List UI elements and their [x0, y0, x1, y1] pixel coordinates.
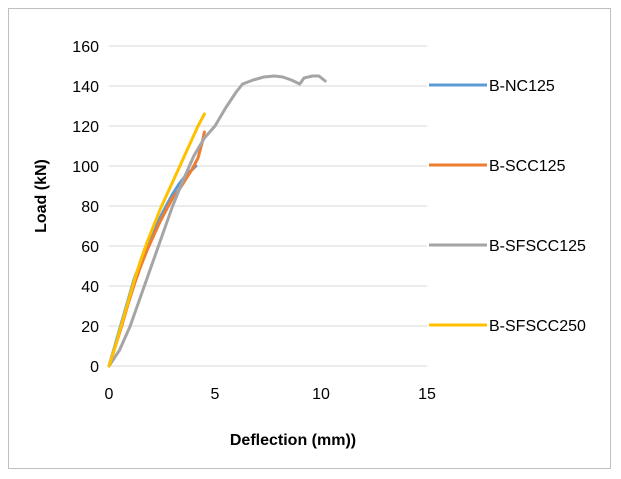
gridlines — [109, 45, 427, 367]
y-axis-title: Load (kN) — [33, 159, 50, 233]
y-tick-label: 0 — [90, 359, 99, 376]
y-tick-label: 160 — [72, 39, 99, 56]
legend-label: B-SCC125 — [489, 158, 566, 175]
legend-label: B-NC125 — [489, 78, 555, 95]
y-tick-label: 100 — [72, 159, 99, 176]
y-tick-label: 80 — [81, 199, 99, 216]
chart-frame: 0 20 40 60 80 100 120 140 160 0 5 10 15 B-NC125 B-SCC… — [8, 8, 611, 469]
y-tick-label: 20 — [81, 319, 99, 336]
x-axis-title: Deflection (mm)) — [230, 432, 356, 449]
y-tick-label: 60 — [81, 239, 99, 256]
chart-canvas: 0 20 40 60 80 100 120 140 160 0 5 10 15 B-NC125 B-SCC… — [33, 39, 586, 449]
series-line-B-SFSCC250 — [107, 112, 206, 368]
x-tick-label: 0 — [105, 386, 114, 403]
x-tick-label: 15 — [418, 386, 436, 403]
y-tick-label: 140 — [72, 79, 99, 96]
x-tick-label: 5 — [211, 386, 220, 403]
legend: B-NC125 B-SCC125 B-SFSCC125 B-SFSCC250 — [429, 78, 586, 335]
series-lines — [107, 74, 327, 368]
x-tick-label: 10 — [312, 386, 330, 403]
y-tick-label: 120 — [72, 119, 99, 136]
axes: 0 20 40 60 80 100 120 140 160 0 5 10 15 — [72, 39, 436, 403]
legend-label: B-SFSCC250 — [489, 318, 586, 335]
y-tick-label: 40 — [81, 279, 99, 296]
series-line-B-SFSCC125 — [107, 74, 327, 368]
legend-label: B-SFSCC125 — [489, 238, 586, 255]
